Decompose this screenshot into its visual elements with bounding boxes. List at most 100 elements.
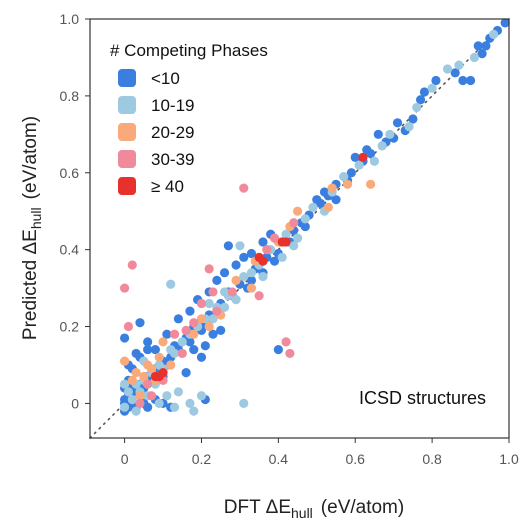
data-point-series-1-2 [454,60,464,70]
legend-title: # Competing Phases [110,41,268,60]
x-tick-label-1: 0.2 [192,451,212,467]
data-point-series-3-6 [119,283,130,293]
data-point-series-0-78 [162,329,172,339]
data-point-series-0-76 [119,333,130,343]
data-point-series-1-1 [469,52,480,63]
data-points [119,18,510,416]
data-point-series-0-10 [419,87,430,97]
data-point-series-1-47 [162,391,172,401]
data-point-series-3-0 [239,183,249,193]
data-point-series-0-13 [392,118,403,128]
data-point-series-3-20 [227,287,237,297]
data-point-series-3-5 [204,264,214,274]
data-point-series-3-22 [189,318,199,328]
data-point-series-3-21 [289,218,299,228]
data-point-series-3-2 [281,337,291,347]
data-point-series-0-67 [143,402,153,412]
data-point-series-0-107 [331,195,341,205]
data-point-series-1-21 [239,271,249,282]
legend-label-4: ≥ 40 [151,177,184,196]
y-tick-label-1: 0.2 [60,319,80,335]
annotation-icsd-structures: ICSD structures [359,388,486,408]
data-point-series-1-15 [300,214,310,224]
data-point-series-3-8 [123,321,134,332]
data-point-series-0-97 [150,344,160,355]
y-tick-label-5: 1.0 [60,11,80,27]
data-point-series-0-105 [312,195,322,205]
data-point-series-1-54 [219,287,230,297]
x-axis-title: DFT ΔEhull (eV/atom) [224,497,404,521]
data-point-series-3-15 [181,325,191,335]
data-point-series-0-99 [273,344,283,355]
y-tick-label-4: 0.8 [60,88,80,104]
data-point-series-1-41 [123,387,134,397]
data-point-series-0-95 [216,325,226,335]
legend-swatch-0 [118,69,136,87]
data-point-series-2-1 [342,179,353,189]
y-tick-label-2: 0.4 [60,242,80,258]
data-point-series-0-11 [415,95,426,105]
data-point-series-3-14 [169,329,180,339]
data-point-series-0-83 [212,275,222,285]
legend-swatch-3 [118,150,136,168]
data-point-series-1-60 [258,271,268,282]
data-point-series-1-10 [354,160,364,170]
data-point-series-1-8 [377,141,387,151]
data-point-series-2-20 [139,371,149,382]
data-point-series-0-8 [450,68,460,78]
data-point-series-1-22 [231,295,241,305]
data-point-series-1-5 [412,102,422,113]
data-point-series-4-3 [254,252,264,262]
data-point-series-0-96 [143,337,153,347]
data-point-series-0-101 [131,348,141,359]
data-point-series-0-84 [219,268,230,278]
data-point-series-3-18 [269,233,280,243]
data-point-series-1-61 [277,252,287,262]
data-point-series-0-109 [366,148,376,159]
data-point-series-1-16 [292,233,303,243]
data-point-series-0-85 [231,260,241,270]
y-axis-title: Predicted ΔEhull (eV/atom) [20,116,44,340]
data-point-series-1-40 [127,394,137,405]
data-point-series-0-93 [200,341,210,351]
data-point-series-0-88 [258,237,268,247]
data-point-series-2-22 [127,375,137,385]
data-point-series-2-19 [143,360,153,370]
data-point-series-0-86 [239,252,249,262]
data-point-series-0-5 [477,48,487,59]
data-point-series-1-11 [339,172,349,182]
data-point-series-4-7 [281,237,291,247]
data-point-series-0-106 [319,187,330,197]
data-point-series-2-25 [131,368,141,378]
data-point-series-0-0 [500,18,510,28]
legend-swatch-4 [118,177,136,195]
data-point-series-1-7 [385,129,395,139]
legend-label-3: 30-39 [151,150,194,169]
data-point-series-1-34 [154,360,164,370]
data-point-series-1-3 [442,64,453,74]
data-point-series-1-49 [185,398,195,409]
data-point-series-4-0 [358,152,368,162]
data-point-series-3-16 [196,298,207,309]
data-point-series-2-9 [231,275,241,285]
data-point-series-3-4 [208,287,218,297]
x-axis-title-main: DFT ΔE [224,497,291,518]
data-point-series-2-21 [135,391,145,401]
data-point-series-0-33 [246,275,257,285]
legend-label-2: 20-29 [151,123,194,142]
y-axis-title-main: Predicted ΔE [20,229,41,340]
data-point-series-3-7 [127,260,137,270]
y-axis-title-subscript: hull [28,207,44,229]
data-point-series-0-15 [373,129,383,139]
y-tick-label-3: 0.6 [60,165,80,181]
data-point-series-3-17 [212,306,222,316]
data-point-series-0-79 [173,314,184,324]
data-point-series-1-48 [169,402,180,412]
data-point-series-0-9 [431,75,441,86]
data-point-series-2-4 [292,206,303,216]
legend-swatch-1 [118,96,136,114]
data-point-series-1-20 [246,268,257,278]
y-axis-title-unit: (eV/atom) [20,116,41,199]
data-point-series-0-4 [473,41,483,51]
